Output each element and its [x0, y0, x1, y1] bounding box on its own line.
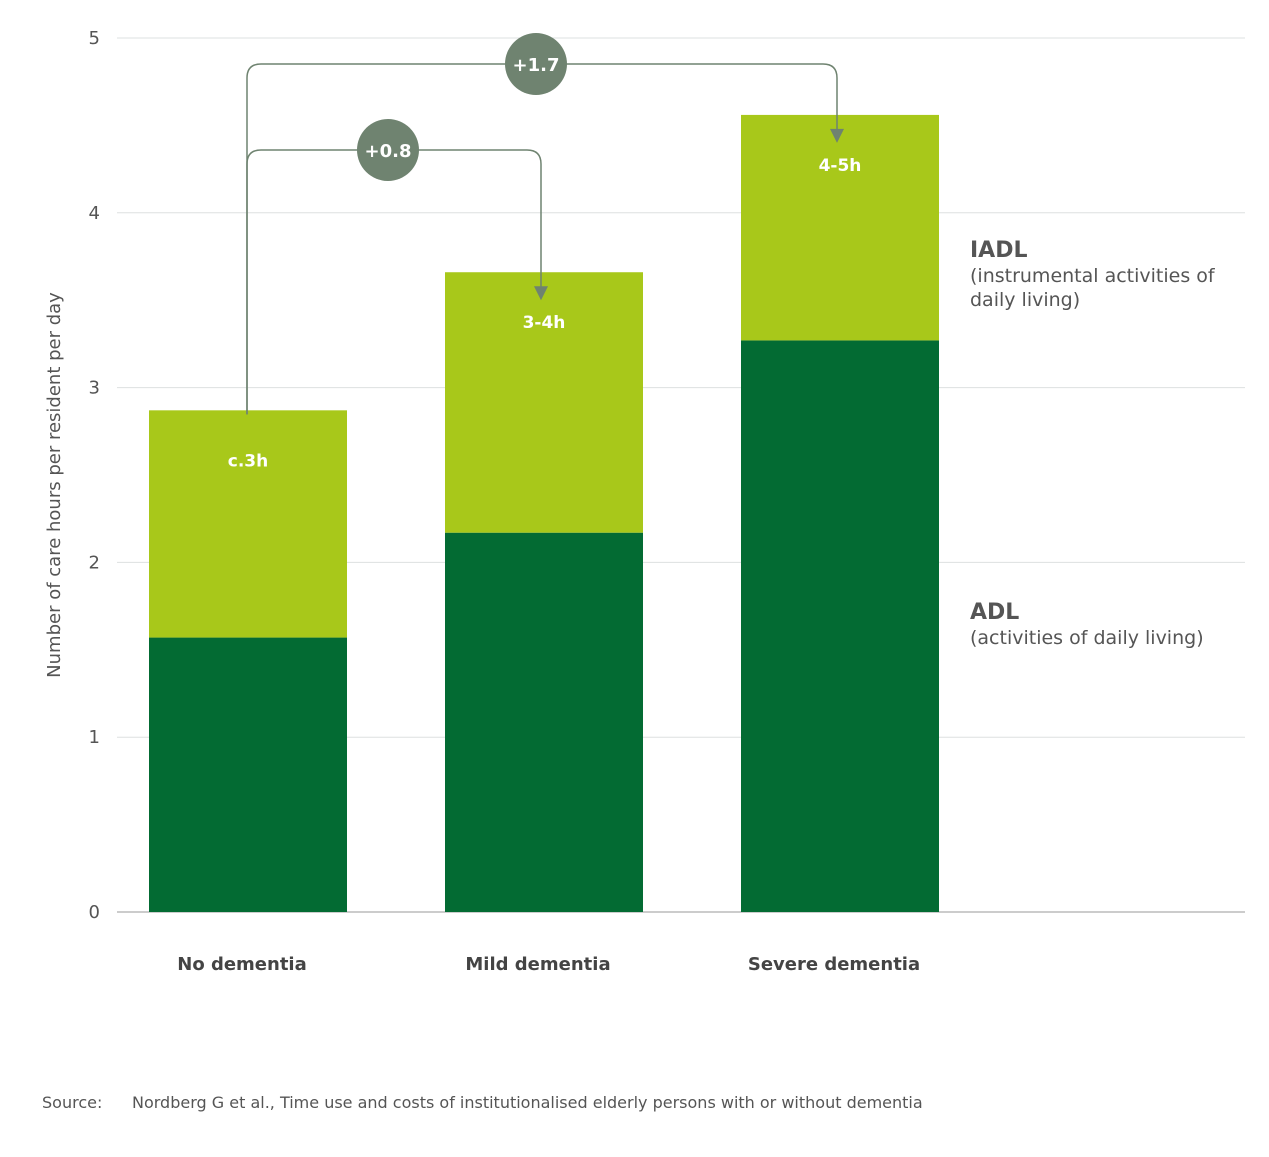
y-tick-label: 0 [89, 902, 100, 923]
difference-label: +0.8 [365, 141, 412, 162]
y-tick-label: 2 [89, 552, 100, 573]
bar-iadl [149, 410, 347, 638]
y-tick-label: 5 [89, 28, 100, 49]
difference-bubble [505, 33, 567, 95]
arrow-head-icon [830, 128, 844, 143]
legend-adl-title: ADL [970, 600, 1019, 625]
source-text: Nordberg G et al., Time use and costs of… [132, 1093, 923, 1112]
bar-adl [149, 637, 347, 912]
y-axis-label: Number of care hours per resident per da… [44, 292, 65, 678]
bar-iadl [741, 114, 939, 341]
y-tick-label: 3 [89, 378, 100, 399]
bar-adl [741, 340, 939, 912]
legend-iadl-desc-1: (instrumental activities of [970, 265, 1216, 287]
x-category-label: Severe dementia [748, 954, 920, 975]
bar-iadl [445, 272, 643, 533]
x-category-label: No dementia [177, 954, 307, 975]
x-category-label: Mild dementia [465, 954, 610, 975]
total-label: c.3h [228, 451, 268, 471]
source-label: Source: [42, 1093, 102, 1112]
difference-label: +1.7 [513, 55, 560, 76]
y-tick-label: 1 [89, 727, 100, 748]
legend-iadl-title: IADL [970, 238, 1028, 263]
total-label: 4-5h [819, 156, 862, 176]
legend-iadl-desc-2: daily living) [970, 289, 1080, 311]
difference-bubble [357, 119, 419, 181]
y-tick-label: 4 [89, 203, 100, 224]
total-label: 3-4h [523, 313, 566, 333]
arrow-head-icon [534, 286, 548, 301]
legend-adl-desc: (activities of daily living) [970, 627, 1204, 649]
bar-adl [445, 532, 643, 912]
